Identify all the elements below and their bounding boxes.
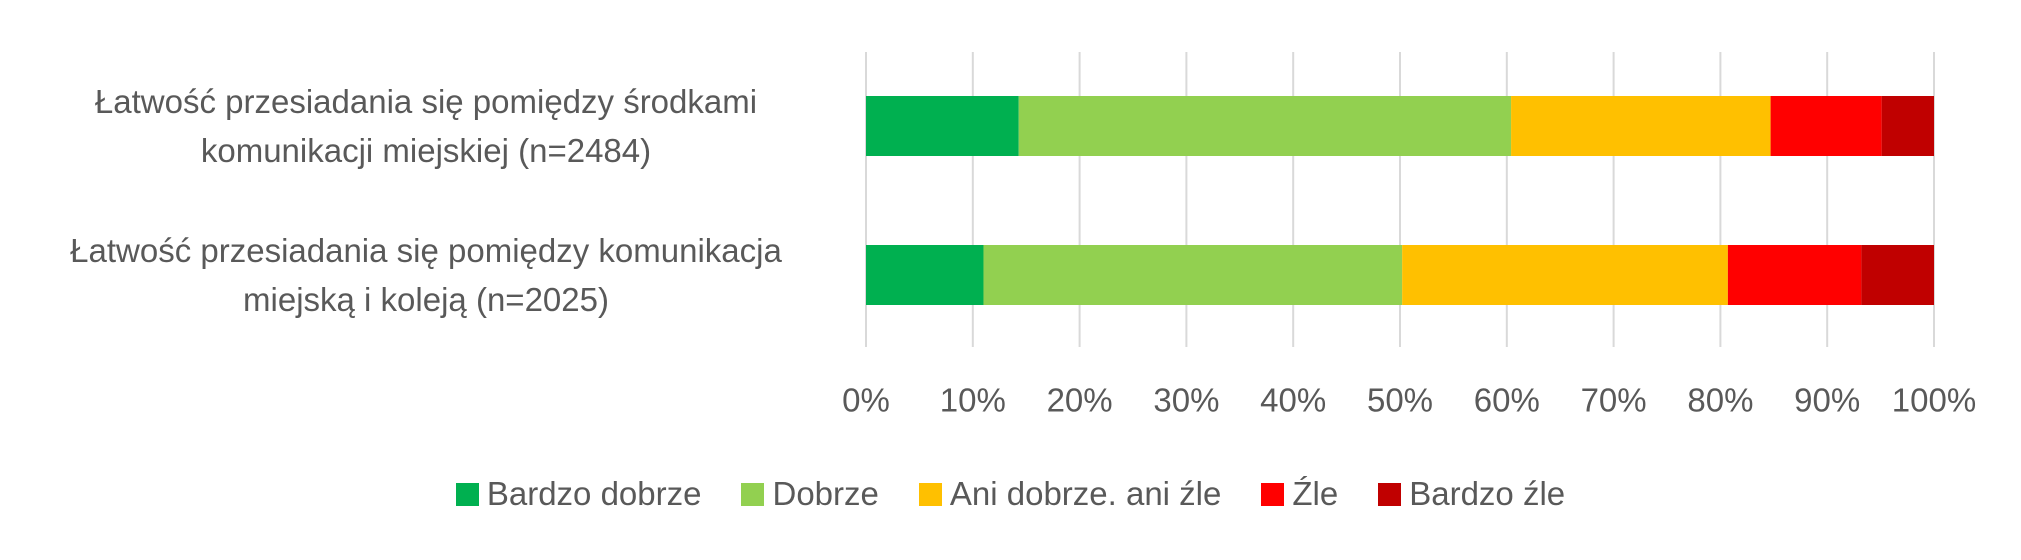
- legend-swatch: [1378, 482, 1402, 506]
- x-tick-label: 80%: [1687, 382, 1753, 419]
- bar-segment: [1881, 96, 1934, 156]
- bar-segment: [866, 245, 984, 305]
- bar-segment: [1511, 96, 1771, 156]
- legend-swatch: [1261, 482, 1285, 506]
- x-tick-label: 50%: [1367, 382, 1433, 419]
- x-tick-label: 40%: [1260, 382, 1326, 419]
- bar-segment: [1770, 96, 1882, 156]
- legend-swatch: [741, 482, 765, 506]
- bar-segment: [1727, 245, 1862, 305]
- legend-item: Bardzo źle: [1378, 475, 1565, 513]
- bar-segment: [866, 96, 1019, 156]
- legend-label: Bardzo źle: [1409, 475, 1566, 512]
- category-label: Łatwość przesiadania się pomiędzy środka…: [94, 83, 758, 169]
- bar-segment: [983, 245, 1403, 305]
- legend-label: Źle: [1292, 475, 1339, 512]
- legend: Bardzo dobrze Dobrze Ani dobrze. ani źle Źl…: [0, 475, 2021, 513]
- bar-segment: [1402, 245, 1728, 305]
- legend-item: Dobrze: [741, 475, 879, 513]
- legend-label: Bardzo dobrze: [486, 475, 702, 512]
- legend-label: Ani dobrze. ani źle: [949, 475, 1222, 512]
- x-tick-label: 30%: [1153, 382, 1219, 419]
- x-tick-label: 20%: [1047, 382, 1113, 419]
- category-label: Łatwość przesiadania się pomiędzy komuni…: [70, 232, 782, 318]
- x-tick-label: 90%: [1794, 382, 1860, 419]
- legend-item: Źle: [1261, 475, 1338, 513]
- x-tick-label: 60%: [1474, 382, 1540, 419]
- x-tick-label: 10%: [940, 382, 1006, 419]
- bar-segment: [1861, 245, 1934, 305]
- bar-segment: [1018, 96, 1512, 156]
- legend-swatch: [918, 482, 942, 506]
- legend-label: Dobrze: [772, 475, 879, 512]
- x-tick-label: 0%: [842, 382, 890, 419]
- legend-swatch: [455, 482, 479, 506]
- x-tick-label: 100%: [1892, 382, 1976, 419]
- x-tick-label: 70%: [1581, 382, 1647, 419]
- legend-item: Bardzo dobrze: [455, 475, 702, 513]
- legend-item: Ani dobrze. ani źle: [918, 475, 1222, 513]
